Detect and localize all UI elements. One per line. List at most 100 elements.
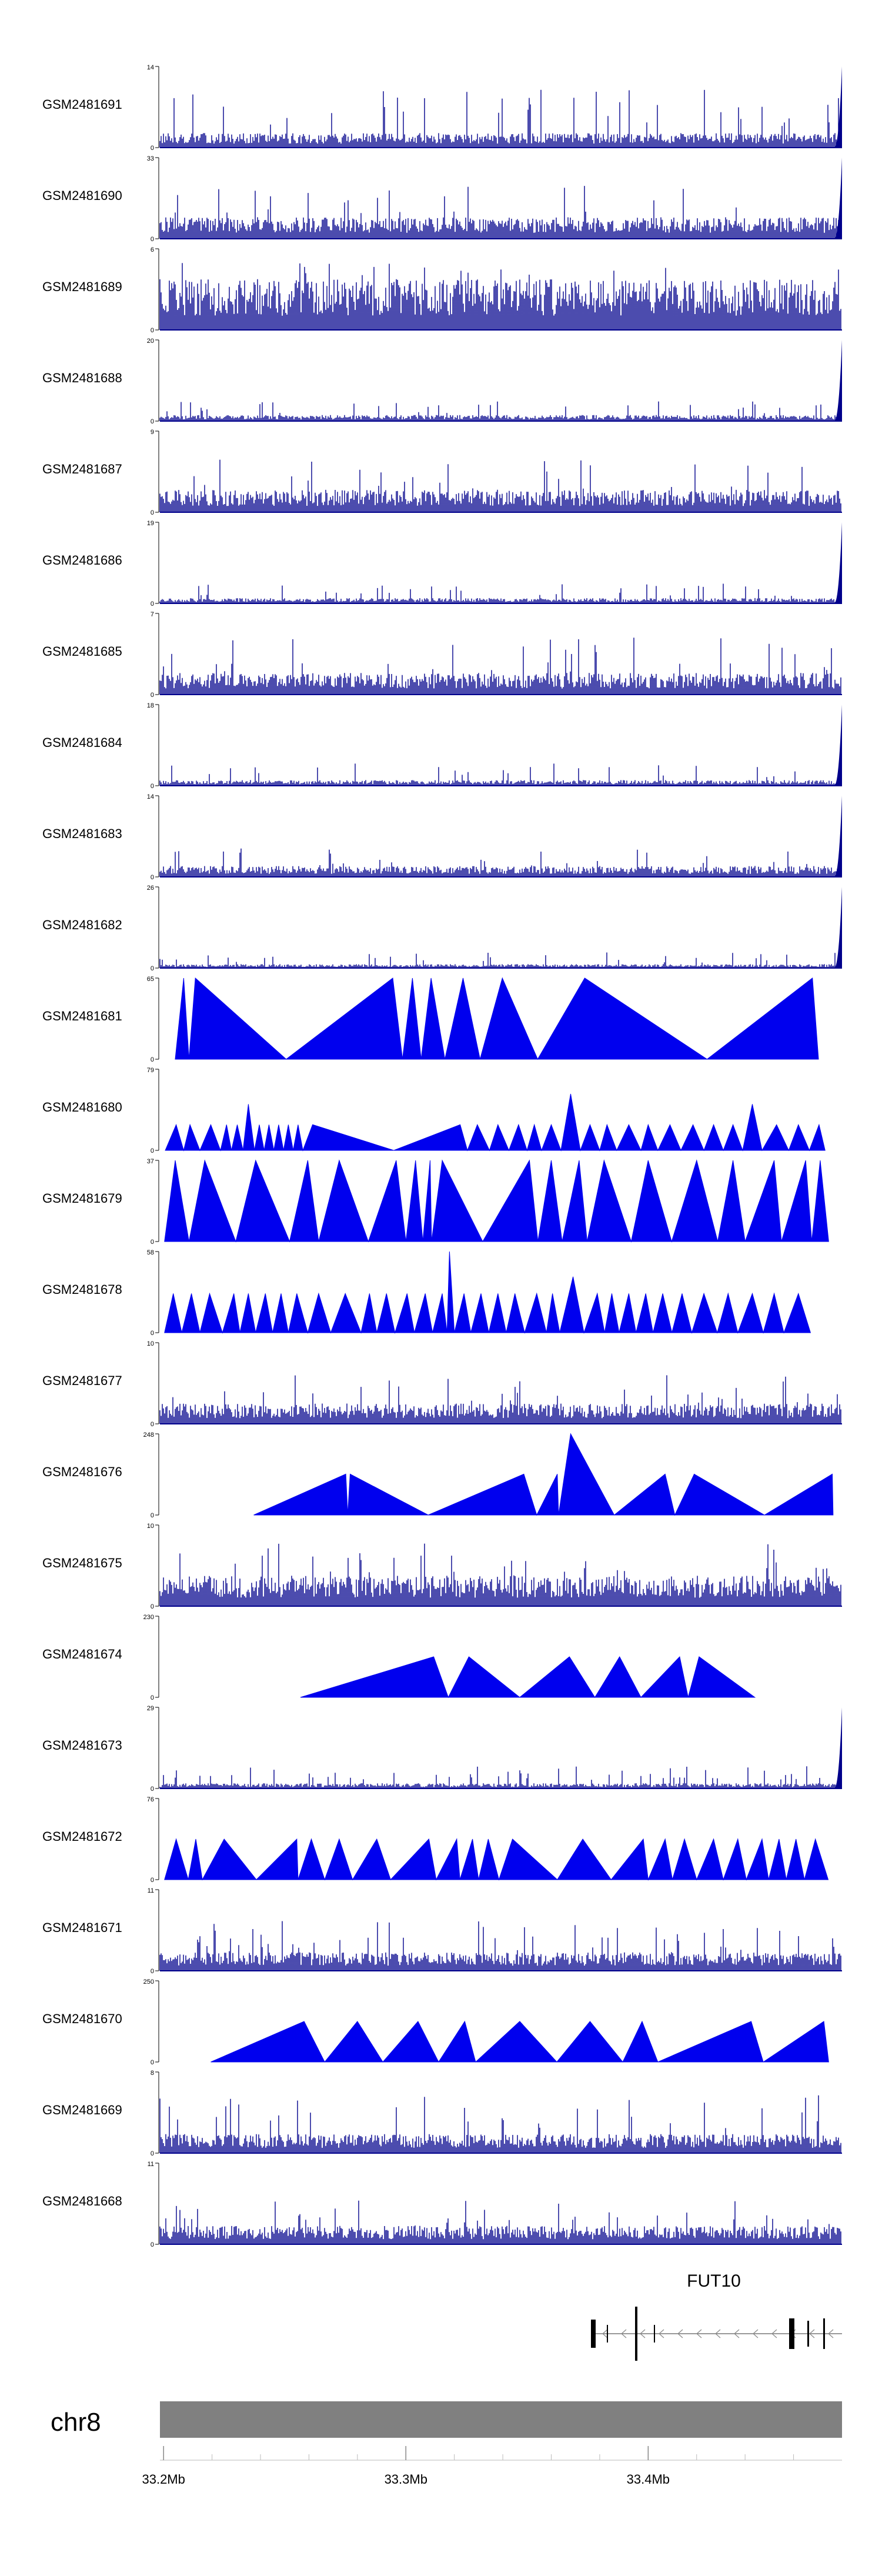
y-tick-label-max: 33 bbox=[147, 155, 154, 162]
y-tick-label-min: 0 bbox=[151, 1512, 154, 1519]
coverage-bars bbox=[159, 1375, 841, 1424]
coverage-bars bbox=[159, 583, 841, 603]
track-label: GSM2481671 bbox=[42, 1920, 122, 1935]
coverage-bars bbox=[159, 952, 841, 968]
track-gsm2481676: GSM2481676 248 0 bbox=[42, 1432, 834, 1519]
track-label: GSM2481691 bbox=[42, 97, 122, 112]
y-tick-label-min: 0 bbox=[151, 509, 154, 516]
track-label: GSM2481674 bbox=[42, 1647, 122, 1661]
y-tick-label-min: 0 bbox=[151, 1877, 154, 1884]
track-gsm2481681: GSM2481681 65 0 bbox=[42, 976, 819, 1063]
coverage-bars bbox=[159, 2095, 841, 2153]
chromosome-band bbox=[160, 2401, 842, 2438]
strand-arrow bbox=[621, 2329, 627, 2338]
y-tick-label-min: 0 bbox=[151, 1968, 154, 1975]
y-tick-label-max: 26 bbox=[147, 885, 154, 892]
strand-arrow bbox=[640, 2329, 646, 2338]
edge-peak bbox=[834, 887, 842, 968]
track-label: GSM2481681 bbox=[42, 1009, 122, 1023]
gene-exon bbox=[607, 2325, 608, 2343]
track-label: GSM2481672 bbox=[42, 1829, 122, 1844]
track-gsm2481691: GSM2481691 14 0 bbox=[42, 64, 842, 152]
y-tick-label-max: 58 bbox=[147, 1249, 154, 1256]
y-tick-label-max: 10 bbox=[147, 1340, 154, 1347]
y-tick-label-max: 10 bbox=[147, 1523, 154, 1530]
y-tick-label-min: 0 bbox=[151, 1330, 154, 1337]
y-tick-label-min: 0 bbox=[151, 1056, 154, 1063]
track-label: GSM2481688 bbox=[42, 371, 122, 385]
track-label: GSM2481685 bbox=[42, 644, 122, 659]
gene-exon bbox=[823, 2318, 825, 2349]
gene-track: FUT10 bbox=[591, 2271, 842, 2361]
track-label: GSM2481676 bbox=[42, 1464, 122, 1479]
y-tick-label-max: 6 bbox=[151, 246, 154, 253]
y-tick-label-max: 37 bbox=[147, 1158, 154, 1165]
track-label: GSM2481678 bbox=[42, 1282, 122, 1297]
track-label: GSM2481687 bbox=[42, 462, 122, 476]
strand-arrow bbox=[696, 2329, 702, 2338]
y-tick-label-max: 65 bbox=[147, 976, 154, 983]
y-tick-label-max: 248 bbox=[143, 1432, 154, 1439]
y-tick-label-max: 76 bbox=[147, 1796, 154, 1803]
chromosome-name: chr8 bbox=[51, 2408, 101, 2437]
edge-peak bbox=[834, 1707, 842, 1788]
x-tick-label: 33.3Mb bbox=[385, 2472, 427, 2487]
edge-peak bbox=[834, 522, 842, 603]
track-gsm2481684: GSM2481684 18 0 bbox=[42, 702, 842, 790]
x-tick-label: 33.2Mb bbox=[142, 2472, 185, 2487]
track-gsm2481682: GSM2481682 26 0 bbox=[42, 885, 842, 972]
y-tick-label-min: 0 bbox=[151, 1147, 154, 1154]
track-label: GSM2481679 bbox=[42, 1191, 122, 1206]
y-tick-label-max: 19 bbox=[147, 520, 154, 527]
x-tick-label: 33.4Mb bbox=[627, 2472, 670, 2487]
track-gsm2481687: GSM2481687 9 0 bbox=[42, 429, 842, 516]
coverage-area bbox=[300, 1656, 756, 1699]
coverage-area bbox=[211, 2020, 829, 2063]
y-tick-label-min: 0 bbox=[151, 692, 154, 699]
y-tick-label-min: 0 bbox=[151, 783, 154, 790]
gene-name: FUT10 bbox=[687, 2271, 741, 2291]
track-gsm2481677: GSM2481677 10 0 bbox=[42, 1340, 842, 1428]
y-tick-label-min: 0 bbox=[151, 1786, 154, 1793]
track-gsm2481688: GSM2481688 20 0 bbox=[42, 338, 842, 425]
edge-peak bbox=[834, 158, 842, 239]
track-gsm2481673: GSM2481673 29 0 bbox=[42, 1705, 842, 1793]
y-tick-label-min: 0 bbox=[151, 1421, 154, 1428]
y-tick-label-min: 0 bbox=[151, 965, 154, 972]
y-tick-label-min: 0 bbox=[151, 145, 154, 152]
coverage-area bbox=[164, 1838, 829, 1881]
strand-arrow bbox=[602, 2329, 608, 2338]
coverage-bars bbox=[159, 401, 841, 421]
edge-peak bbox=[834, 340, 842, 421]
y-tick-label-min: 0 bbox=[151, 1239, 154, 1246]
y-tick-label-max: 250 bbox=[143, 1978, 154, 1986]
y-tick-label-max: 11 bbox=[148, 1887, 154, 1894]
strand-arrow bbox=[734, 2329, 740, 2338]
coverage-bars bbox=[159, 186, 841, 239]
coverage-bars bbox=[159, 1921, 841, 1971]
y-tick-label-max: 29 bbox=[147, 1705, 154, 1712]
track-label: GSM2481677 bbox=[42, 1373, 122, 1388]
track-gsm2481675: GSM2481675 10 0 bbox=[42, 1523, 842, 1610]
y-tick-label-max: 7 bbox=[151, 611, 154, 618]
coverage-bars bbox=[159, 1543, 841, 1606]
track-gsm2481670: GSM2481670 250 0 bbox=[42, 1978, 829, 2066]
y-tick-label-min: 0 bbox=[151, 2150, 154, 2157]
strand-arrow bbox=[828, 2329, 834, 2338]
gene-exon bbox=[789, 2318, 794, 2349]
track-label: GSM2481680 bbox=[42, 1100, 122, 1115]
edge-peak bbox=[834, 705, 842, 786]
coverage-bars bbox=[159, 89, 841, 148]
gene-exon bbox=[807, 2321, 809, 2347]
coverage-bars bbox=[159, 459, 841, 512]
y-tick-label-min: 0 bbox=[151, 1694, 154, 1701]
coverage-area bbox=[165, 1093, 826, 1152]
coverage-area bbox=[175, 977, 819, 1060]
track-label: GSM2481682 bbox=[42, 917, 122, 932]
chromosome-ideogram: chr8 bbox=[51, 2401, 842, 2438]
coverage-bars bbox=[159, 263, 841, 330]
coverage-area bbox=[164, 1251, 811, 1334]
track-label: GSM2481686 bbox=[42, 553, 122, 568]
coverage-area bbox=[164, 1159, 829, 1243]
